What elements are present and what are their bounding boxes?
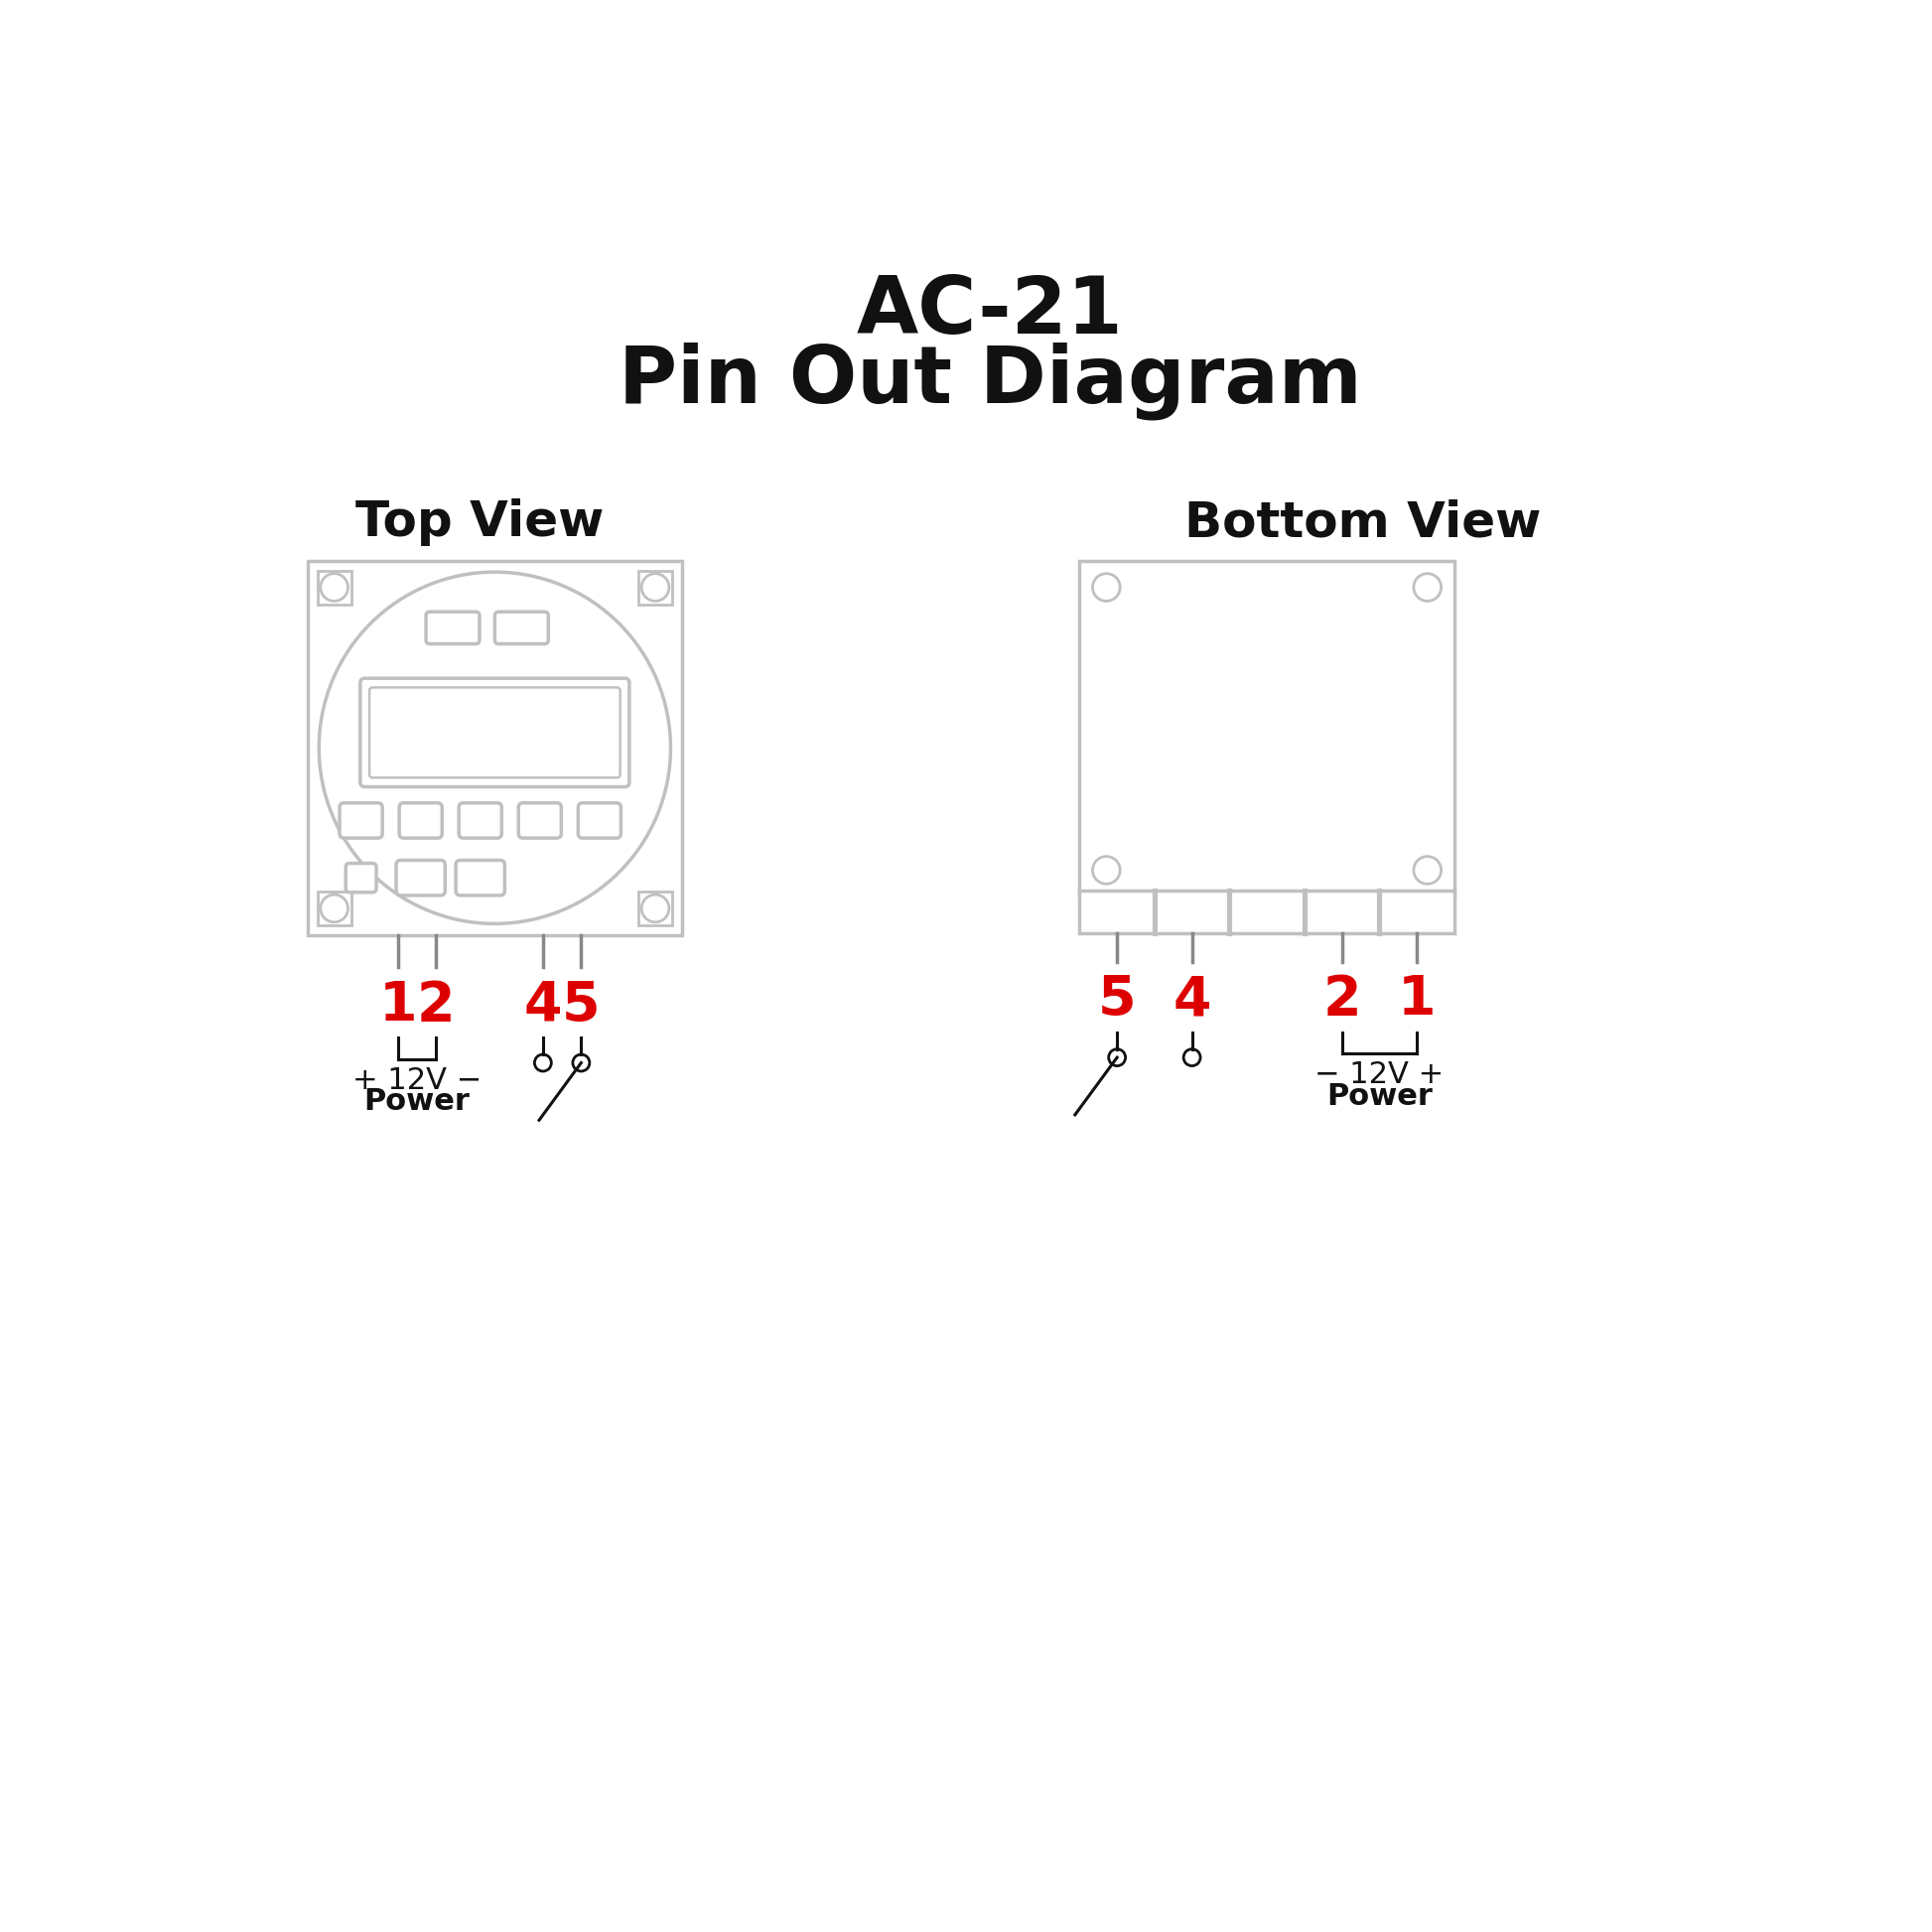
FancyBboxPatch shape (340, 804, 383, 838)
Text: 5: 5 (1097, 974, 1136, 1028)
Circle shape (1414, 856, 1441, 885)
Circle shape (1094, 574, 1121, 601)
FancyBboxPatch shape (400, 804, 442, 838)
Bar (317, 891, 352, 925)
FancyBboxPatch shape (396, 860, 444, 895)
Circle shape (321, 895, 348, 922)
FancyBboxPatch shape (359, 678, 630, 786)
Text: 1: 1 (1397, 974, 1435, 1028)
Circle shape (319, 572, 670, 923)
Circle shape (1414, 574, 1441, 601)
Text: Power: Power (363, 1088, 469, 1117)
Circle shape (641, 895, 668, 922)
Bar (638, 570, 672, 605)
Bar (638, 891, 672, 925)
FancyBboxPatch shape (495, 612, 549, 643)
Circle shape (1109, 1049, 1126, 1066)
FancyBboxPatch shape (456, 860, 504, 895)
Text: 1: 1 (379, 980, 417, 1032)
Text: Power: Power (1325, 1082, 1432, 1111)
Text: 2: 2 (417, 980, 456, 1032)
Text: Pin Out Diagram: Pin Out Diagram (618, 342, 1362, 419)
Bar (1080, 891, 1455, 933)
Text: 4: 4 (524, 980, 562, 1032)
FancyBboxPatch shape (425, 612, 479, 643)
FancyBboxPatch shape (369, 688, 620, 779)
Text: 4: 4 (1173, 974, 1211, 1028)
Circle shape (641, 574, 668, 601)
Text: + 12V −: + 12V − (352, 1066, 481, 1095)
Text: Top View: Top View (355, 498, 605, 547)
Circle shape (321, 574, 348, 601)
Text: Bottom View: Bottom View (1184, 498, 1542, 547)
Text: 2: 2 (1323, 974, 1360, 1028)
FancyBboxPatch shape (460, 804, 502, 838)
Circle shape (1184, 1049, 1200, 1066)
Bar (307, 560, 682, 935)
Circle shape (572, 1055, 589, 1070)
Circle shape (1094, 856, 1121, 885)
FancyBboxPatch shape (578, 804, 620, 838)
Circle shape (535, 1055, 551, 1070)
Text: AC-21: AC-21 (856, 274, 1124, 352)
Bar (1080, 560, 1455, 896)
Text: 5: 5 (562, 980, 601, 1032)
Text: − 12V +: − 12V + (1314, 1061, 1443, 1090)
Bar (317, 570, 352, 605)
FancyBboxPatch shape (346, 864, 377, 893)
FancyBboxPatch shape (518, 804, 562, 838)
